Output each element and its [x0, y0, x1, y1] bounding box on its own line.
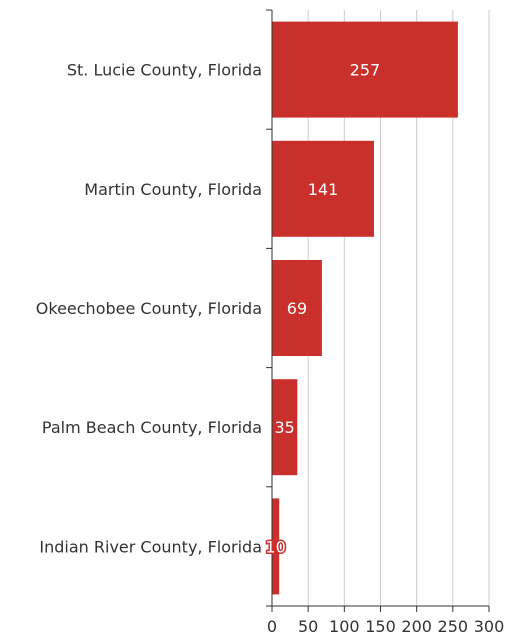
bar	[272, 379, 298, 476]
x-tick-label: 50	[298, 617, 318, 636]
axes	[266, 9, 490, 612]
x-tick-label: 250	[438, 617, 469, 636]
data-label: 257	[350, 61, 381, 80]
x-tick-label: 100	[329, 617, 360, 636]
x-tick-label: 0	[267, 617, 277, 636]
data-label: 69	[287, 299, 307, 318]
bars	[272, 21, 458, 595]
category-label: Okeechobee County, Florida	[36, 299, 262, 318]
x-tick-label: 300	[474, 617, 505, 636]
bar	[272, 260, 322, 356]
category-label: St. Lucie County, Florida	[67, 61, 262, 80]
x-tick-label: 200	[401, 617, 432, 636]
data-label: 35	[274, 418, 294, 437]
data-label: 141	[308, 180, 339, 199]
category-label: Martin County, Florida	[84, 180, 262, 199]
bar	[272, 21, 458, 118]
labels: 0 50 100 150 200 250 300 St. Lucie County, Flor…	[36, 61, 504, 636]
bar	[272, 498, 280, 595]
x-tick-label: 150	[365, 617, 396, 636]
category-label: Palm Beach County, Florida	[42, 418, 262, 437]
data-label: 10	[265, 537, 285, 556]
bar	[272, 140, 374, 237]
category-label: Indian River County, Florida	[39, 537, 262, 556]
